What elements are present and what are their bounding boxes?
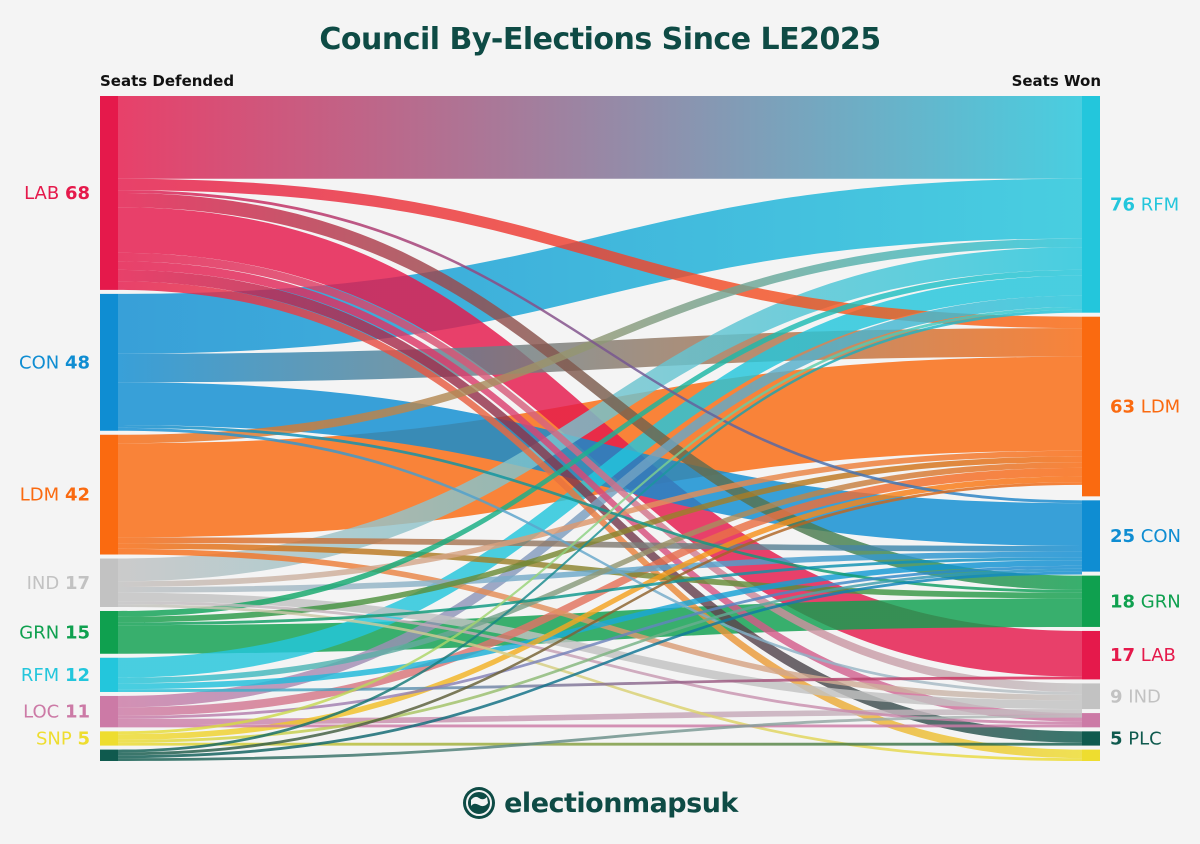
right-label-rfm: 76 RFM xyxy=(1110,194,1179,215)
right-label-lab: 17 LAB xyxy=(1110,645,1176,666)
left-node-snp xyxy=(100,731,118,745)
left-label-snp: SNP 5 xyxy=(36,728,90,749)
left-label-rfm: RFM 12 xyxy=(21,665,90,686)
left-label-grn: GRN 15 xyxy=(19,622,90,643)
right-node-grn xyxy=(1082,576,1100,627)
left-node-plc xyxy=(100,750,118,761)
right-label-plc: 5 PLC xyxy=(1110,728,1162,749)
left-node-ind xyxy=(100,559,118,607)
right-label-grn: 18 GRN xyxy=(1110,591,1181,612)
left-node-grn xyxy=(100,611,118,654)
left-node-rfm xyxy=(100,658,118,692)
left-label-con: CON 48 xyxy=(19,352,90,373)
brand-footer: electionmapsuk xyxy=(0,786,1200,820)
flow-loc-to-loc xyxy=(118,724,1082,727)
left-label-ldm: LDM 42 xyxy=(20,485,90,506)
left-node-ldm xyxy=(100,435,118,555)
right-node-ldm xyxy=(1082,317,1100,497)
left-node-lab xyxy=(100,96,118,290)
right-node-ind xyxy=(1082,683,1100,709)
brand-logo-icon xyxy=(462,786,496,820)
right-node-loc xyxy=(1082,713,1100,727)
right-node-snp xyxy=(1082,750,1100,761)
right-node-lab xyxy=(1082,631,1100,679)
right-label-con: 25 CON xyxy=(1110,526,1181,547)
right-label-ldm: 63 LDM xyxy=(1110,397,1180,418)
left-label-lab: LAB 68 xyxy=(24,183,90,204)
left-label-ind: IND 17 xyxy=(27,573,90,594)
flow-lab-to-rfm xyxy=(118,96,1082,179)
right-node-plc xyxy=(1082,731,1100,745)
left-node-con xyxy=(100,294,118,431)
right-node-rfm xyxy=(1082,96,1100,313)
left-label-loc: LOC 11 xyxy=(23,702,90,723)
brand-name: electionmapsuk xyxy=(504,788,738,819)
right-label-ind: 9 IND xyxy=(1110,686,1161,707)
right-node-con xyxy=(1082,500,1100,571)
left-node-loc xyxy=(100,696,118,727)
